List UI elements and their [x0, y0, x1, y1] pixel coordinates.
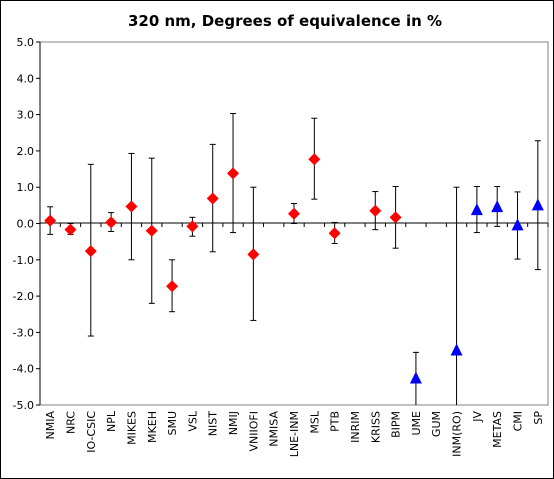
- x-tick-label: NIST: [207, 411, 220, 436]
- x-tick-label: INRIM: [349, 411, 362, 443]
- x-tick-label: SMU: [166, 411, 179, 436]
- error-bars: [47, 113, 541, 405]
- x-tick-label: NMIA: [44, 411, 57, 440]
- data-point-diamond: [247, 248, 260, 261]
- data-point-diamond: [288, 207, 300, 220]
- x-tick-label: METAS: [491, 411, 504, 448]
- x-tick-label: JV: [471, 411, 484, 423]
- data-point-diamond: [64, 223, 77, 236]
- x-tick-label: MKEH: [146, 411, 159, 443]
- y-tick-label: -3.0: [13, 326, 34, 339]
- y-tick-label: -5.0: [13, 399, 34, 412]
- x-tick-label: INM(RO): [451, 411, 464, 457]
- y-tick-label: 5.0: [17, 36, 35, 49]
- y-tick-label: 3.0: [17, 109, 35, 122]
- data-point-triangle: [511, 218, 524, 231]
- y-tick-label: 0.0: [17, 218, 35, 231]
- data-point-diamond: [227, 167, 240, 180]
- x-tick-labels: NMIA NRC IO-CSIC NPL MIKES MKEH SMU VSL NIST NMIJ…: [44, 410, 545, 457]
- data-point-diamond: [125, 200, 138, 213]
- x-tick-label: PTB: [329, 411, 342, 432]
- data-point-diamond: [308, 153, 321, 166]
- error-bar: [453, 186, 460, 405]
- data-point-diamond: [206, 192, 219, 205]
- y-tick-label: -2.0: [13, 290, 34, 303]
- data-point-diamond: [44, 214, 57, 227]
- x-tick-label: VNIIOFI: [247, 411, 260, 451]
- y-tick-label: 2.0: [17, 145, 35, 158]
- chart-title: 320 nm, Degrees of equivalence in %: [128, 12, 442, 30]
- data-point-triangle: [450, 343, 463, 356]
- data-point-diamond: [84, 245, 97, 258]
- data-point-diamond: [105, 216, 118, 229]
- y-tick-label: -1.0: [13, 254, 34, 267]
- x-tick-label: CMI: [512, 411, 525, 431]
- x-tick-label: NMIJ: [227, 411, 240, 435]
- x-tick-label: BIPM: [390, 411, 403, 438]
- x-tick-label: UME: [410, 411, 423, 436]
- x-tick-label: NPL: [105, 410, 118, 432]
- axes: 5.0 4.0 3.0 2.0 1.0 0.0 -1.0 -2.0 -3.0 -4.0 -5.0: [13, 36, 549, 412]
- data-points: [44, 153, 544, 384]
- y-tick-label: 1.0: [17, 181, 35, 194]
- x-tick-label: KRISS: [369, 411, 382, 443]
- x-tick-label: MSL: [308, 410, 321, 433]
- data-point-triangle: [531, 198, 544, 211]
- data-point-diamond: [389, 211, 402, 224]
- data-point-diamond: [369, 204, 382, 217]
- x-tick-label: VSL: [186, 410, 199, 432]
- x-tick-label: SP: [532, 411, 545, 425]
- x-tick-label: GUM: [430, 411, 443, 437]
- x-tick-label: LNE-INM: [288, 411, 301, 457]
- data-point-triangle: [470, 203, 483, 216]
- data-point-diamond: [328, 227, 341, 240]
- x-tick-label: IO-CSIC: [85, 411, 98, 453]
- data-point-diamond: [166, 280, 179, 293]
- data-point-diamond: [145, 224, 158, 237]
- data-point-diamond: [186, 220, 199, 233]
- data-point-triangle: [491, 200, 504, 213]
- data-point-triangle: [409, 371, 422, 384]
- x-tick-label: NRC: [64, 411, 77, 434]
- x-tick-label: NMISA: [268, 411, 281, 447]
- y-tick-label: 4.0: [17, 72, 35, 85]
- y-tick-label: -4.0: [13, 363, 34, 376]
- x-tick-label: MIKES: [125, 411, 138, 445]
